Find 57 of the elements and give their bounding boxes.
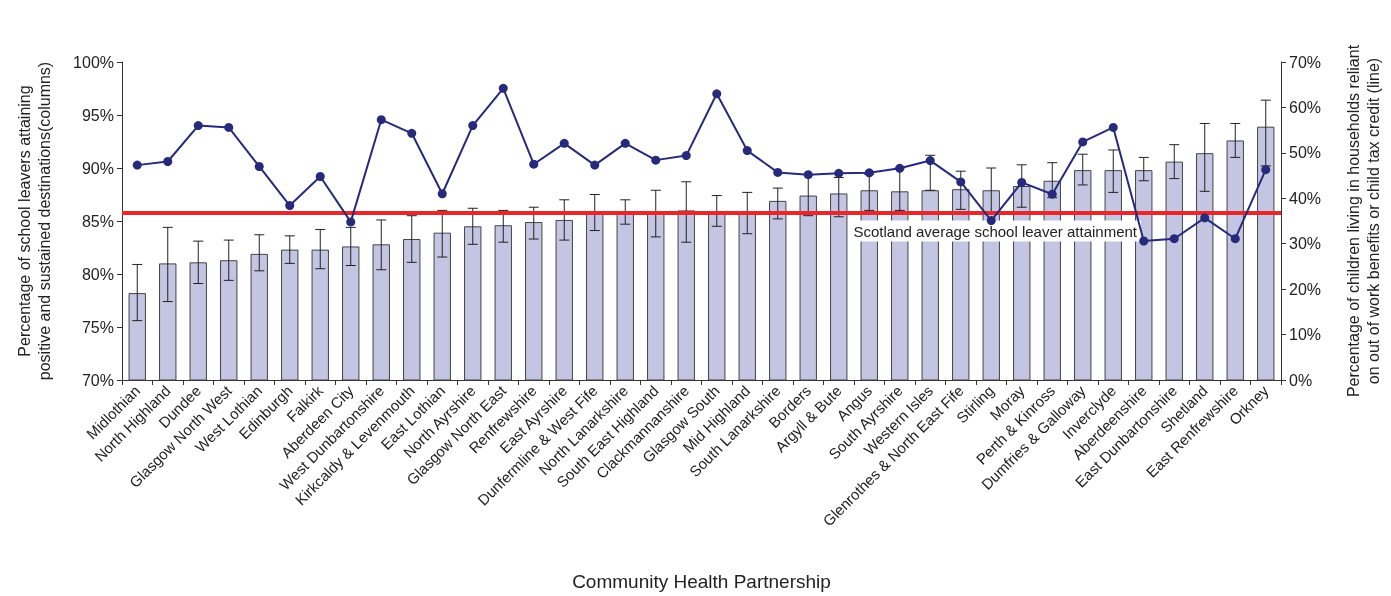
y2-tick-label: 20% [1289,280,1322,298]
point [407,128,417,138]
y2-tick-label: 60% [1289,98,1322,116]
point [651,155,661,165]
point [254,161,264,171]
point [437,189,447,199]
y2-tick-label: 10% [1289,326,1322,344]
point [803,170,813,180]
ref-line-label: Scotland average school leaver attainment [853,222,1138,240]
y-tick-label: 95% [81,106,114,124]
y-axis-title: Percentage of school leavers attaining positive and sustained destinations(columns) [15,61,53,381]
y2-tick-label: 50% [1289,144,1322,162]
point [895,163,905,173]
point [925,156,935,166]
point [559,138,569,148]
y-tick-label: 80% [81,265,114,283]
point [132,160,142,170]
point [193,121,203,131]
x-axis-title: Community Health Partnership [572,571,831,592]
point [1230,234,1240,244]
y2-tick-label: 0% [1289,371,1313,389]
point [864,168,874,178]
point [620,138,630,148]
point [529,159,539,169]
y-tick-label: 85% [81,212,114,230]
y-tick-label: 100% [73,53,114,71]
y-tick-label: 70% [81,371,114,389]
point [742,146,752,156]
point [498,83,508,93]
point [712,89,722,99]
point [1169,234,1179,244]
point [468,121,478,131]
point [1017,177,1027,187]
point [1139,236,1149,246]
point [1078,137,1088,147]
point [681,151,691,161]
point [163,156,173,166]
y2-axis-title: Percentage of children living in households reliant on out of work benefits or child tax credit (line) [1344,44,1382,398]
y2-tick-label: 40% [1289,189,1322,207]
point [285,201,295,211]
point [834,168,844,178]
point [590,160,600,170]
point [1108,122,1118,132]
point [773,167,783,177]
point [956,177,966,187]
point [224,122,234,132]
point [1047,189,1057,199]
point [315,171,325,181]
y2-tick-label: 30% [1289,235,1322,253]
point [1261,165,1271,175]
point [376,115,386,125]
point [986,216,996,226]
point [346,217,356,227]
y2-tick-label: 70% [1289,53,1322,71]
y-tick-label: 90% [81,159,114,177]
y-tick-label: 75% [81,318,114,336]
point [1200,213,1210,223]
